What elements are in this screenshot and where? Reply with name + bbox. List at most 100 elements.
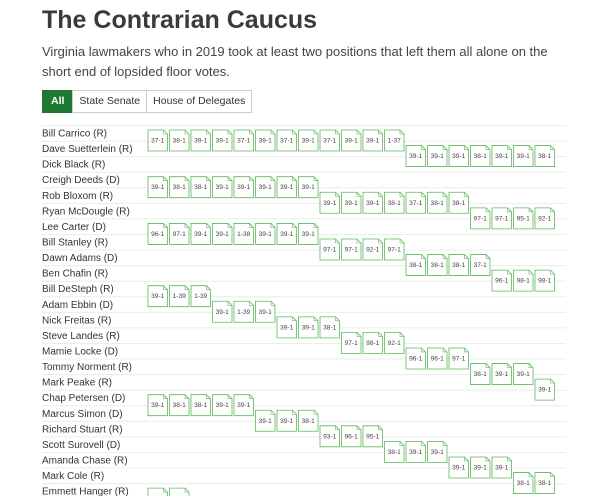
card-shape — [362, 238, 383, 261]
vote-card: 39-1 — [341, 129, 362, 152]
vote-card: 37-1 — [276, 129, 297, 152]
vote-card: 37-1 — [405, 191, 426, 214]
vote-card: 38-1 — [298, 409, 319, 432]
vote-tally: 92-1 — [538, 215, 552, 222]
card-shape — [298, 129, 319, 152]
vote-tally: 39-1 — [216, 402, 230, 409]
card-shape — [534, 207, 555, 230]
card-shape — [233, 394, 254, 417]
vote-tally: 37-1 — [474, 262, 488, 269]
card-fold — [528, 207, 533, 213]
card-fold — [163, 223, 168, 228]
vote-tally: 39-1 — [302, 184, 316, 191]
card-fold — [464, 145, 469, 150]
vote-card: 38-1 — [448, 191, 469, 214]
vote-card: 39-1 — [212, 223, 233, 245]
vote-tally: 38-1 — [302, 418, 316, 425]
filter-tab[interactable]: House of Delegates — [146, 90, 253, 113]
card-shape — [212, 394, 233, 417]
card-shape — [212, 129, 233, 152]
card-shape — [448, 347, 469, 370]
vote-card: 39-1 — [491, 456, 512, 479]
vote-tally: 97-1 — [452, 355, 466, 362]
vote-card: 96-1 — [341, 425, 362, 448]
vote-tally: 38-1 — [409, 262, 423, 269]
card-fold — [421, 254, 426, 259]
vote-tally: 39-1 — [280, 418, 294, 425]
card-fold — [270, 176, 275, 182]
card-shape — [491, 456, 512, 479]
vote-tally: 39-1 — [280, 184, 294, 191]
vote-tally: 39-1 — [280, 324, 294, 331]
filter-tab[interactable]: All — [42, 90, 74, 113]
vote-tally: 38-1 — [388, 200, 402, 207]
card-fold — [292, 410, 297, 415]
card-fold — [356, 425, 361, 431]
vote-tally: 38-1 — [173, 184, 187, 191]
vote-card: 39-1 — [190, 223, 211, 245]
card-fold — [442, 145, 447, 150]
filter-tab[interactable]: State Senate — [72, 90, 148, 113]
card-fold — [249, 394, 254, 399]
vote-tally: 38-1 — [452, 200, 466, 207]
vote-card: 39-1 — [513, 363, 534, 385]
vote-tally: 96-1 — [345, 433, 359, 440]
vote-card: 39-1 — [276, 409, 297, 432]
card-shape — [276, 129, 297, 152]
card-shape — [233, 223, 254, 245]
card-shape — [405, 191, 426, 214]
card-fold — [227, 130, 232, 135]
vote-tally: 39-1 — [216, 138, 230, 145]
vote-tally: 39-1 — [151, 184, 165, 191]
card-shape — [341, 332, 362, 354]
vote-tally: 37-1 — [409, 200, 423, 207]
card-shape — [384, 441, 405, 463]
vote-tally: 98-1 — [366, 340, 380, 347]
card-fold — [356, 238, 361, 244]
card-shape — [212, 300, 233, 323]
vote-tally: 39-1 — [345, 138, 359, 145]
card-shape — [298, 316, 319, 339]
card-shape — [190, 223, 211, 245]
card-fold — [421, 347, 426, 353]
vote-card: 39-1 — [276, 176, 297, 199]
vote-tally: 38-1 — [194, 184, 208, 191]
vote-card: 38-1 — [534, 472, 555, 494]
vote-tally: 39-1 — [237, 184, 251, 191]
vote-card: 38-1 — [427, 254, 448, 276]
card-shape — [233, 129, 254, 152]
card-shape — [405, 254, 426, 276]
card-shape — [513, 363, 534, 385]
card-fold — [528, 363, 533, 368]
vote-card: 39-1 — [147, 394, 168, 417]
card-shape — [405, 441, 426, 463]
legislator-name: Dick Black (R) — [42, 160, 105, 171]
card-shape — [513, 472, 534, 494]
vote-card: 37-1 — [233, 129, 254, 152]
vote-tally: 96-1 — [431, 355, 445, 362]
card-shape — [448, 145, 469, 167]
vote-card: 39-1 — [255, 409, 276, 432]
vote-card: 38-1 — [169, 394, 190, 417]
card-fold — [399, 130, 404, 135]
card-fold — [464, 254, 469, 259]
card-fold — [163, 176, 168, 182]
vote-card: 95-1 — [362, 425, 383, 448]
card-shape — [147, 487, 168, 496]
vote-card: 38-1 — [534, 145, 555, 167]
card-shape — [147, 176, 168, 199]
vote-tally: 97-1 — [345, 340, 359, 347]
card-shape — [427, 441, 448, 463]
vote-card: 39-1 — [298, 316, 319, 339]
vote-card: 39-1 — [534, 378, 555, 401]
vote-tally: 98-1 — [517, 278, 531, 285]
vote-card: 39-1 — [362, 129, 383, 152]
vote-card: 1-39 — [233, 300, 254, 323]
legislator-name: Mark Peake (R) — [42, 378, 112, 389]
card-fold — [356, 192, 361, 197]
card-shape — [534, 378, 555, 401]
vote-card: 39-1 — [362, 191, 383, 214]
card-fold — [249, 223, 254, 228]
card-shape — [319, 191, 340, 214]
vote-tally: 38-1 — [431, 200, 445, 207]
